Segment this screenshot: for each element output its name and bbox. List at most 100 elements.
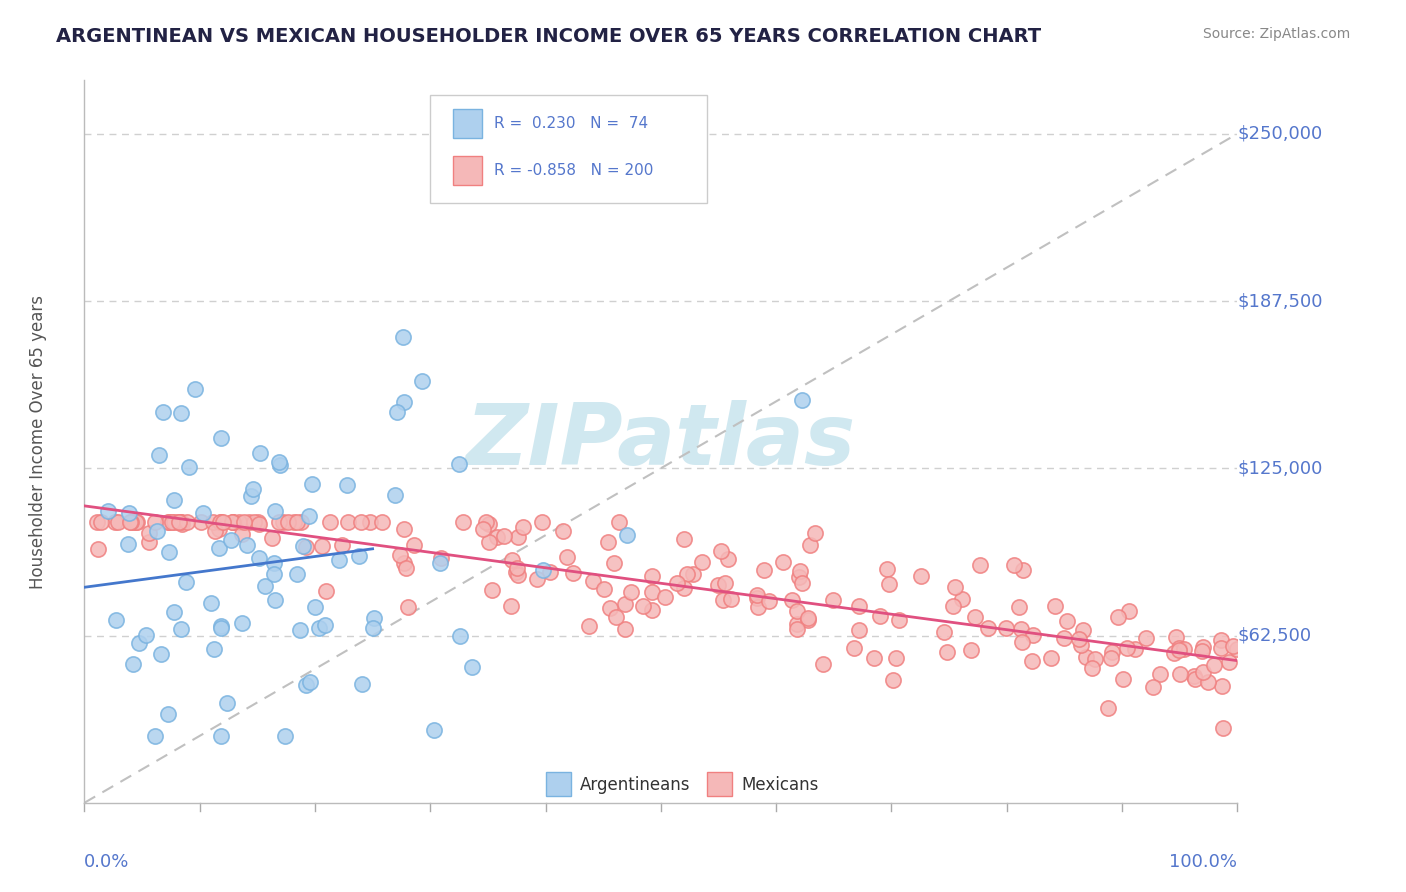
Point	[143, 729, 166, 743]
Text: $62,500: $62,500	[1237, 626, 1312, 645]
Point	[215, 696, 238, 710]
Point	[1071, 623, 1094, 637]
Point	[478, 516, 501, 531]
Point	[211, 621, 233, 635]
Point	[641, 603, 664, 617]
Point	[208, 521, 231, 535]
Point	[1123, 642, 1146, 657]
FancyBboxPatch shape	[453, 109, 482, 138]
Point	[1226, 641, 1249, 656]
Point	[665, 576, 688, 591]
Point	[177, 460, 200, 475]
Point	[184, 382, 207, 396]
Point	[641, 584, 664, 599]
Point	[505, 565, 527, 579]
Point	[963, 609, 986, 624]
Point	[384, 488, 406, 502]
Point	[249, 517, 271, 532]
Point	[676, 567, 699, 582]
Point	[319, 515, 342, 529]
Point	[1218, 656, 1240, 670]
Point	[128, 636, 150, 650]
Point	[1010, 623, 1032, 637]
Point	[803, 525, 825, 540]
Point	[292, 540, 315, 554]
Point	[90, 515, 112, 529]
Text: 0.0%: 0.0%	[84, 854, 129, 871]
Point	[157, 707, 180, 722]
Point	[477, 535, 499, 549]
Point	[233, 515, 256, 529]
Point	[884, 651, 907, 665]
Point	[190, 515, 212, 529]
Text: $250,000: $250,000	[1237, 125, 1323, 143]
Point	[797, 613, 820, 627]
Point	[253, 579, 276, 593]
Point	[447, 457, 470, 471]
Point	[209, 619, 232, 633]
Point	[1168, 641, 1191, 656]
Point	[149, 647, 172, 661]
Point	[977, 621, 1000, 635]
Point	[720, 591, 742, 606]
Point	[135, 628, 157, 642]
Point	[170, 623, 193, 637]
Text: $187,500: $187,500	[1237, 292, 1323, 310]
Point	[1101, 645, 1123, 659]
Point	[157, 545, 180, 559]
Point	[117, 537, 139, 551]
Point	[1211, 679, 1233, 693]
Point	[1168, 666, 1191, 681]
Point	[231, 616, 253, 631]
Point	[246, 515, 269, 529]
Point	[605, 610, 627, 624]
FancyBboxPatch shape	[453, 156, 482, 185]
Point	[813, 657, 835, 672]
Point	[392, 556, 415, 570]
Point	[209, 729, 232, 743]
Point	[1173, 641, 1195, 656]
Text: Householder Income Over 65 years: Householder Income Over 65 years	[30, 294, 48, 589]
Point	[592, 582, 614, 597]
Point	[290, 623, 312, 637]
Point	[848, 623, 870, 637]
Point	[105, 613, 128, 627]
Point	[1182, 669, 1205, 683]
Point	[471, 522, 494, 536]
Point	[347, 549, 370, 564]
Text: R =  0.230   N =  74: R = 0.230 N = 74	[494, 116, 648, 131]
Point	[315, 583, 337, 598]
Point	[602, 556, 624, 570]
Point	[707, 578, 730, 592]
Point	[167, 515, 190, 529]
Point	[562, 566, 585, 580]
Point	[641, 569, 664, 583]
Point	[1045, 599, 1067, 613]
Text: Mexicans: Mexicans	[741, 776, 818, 794]
Point	[295, 540, 318, 554]
Point	[1191, 644, 1213, 658]
Text: R = -0.858   N = 200: R = -0.858 N = 200	[494, 163, 652, 178]
Point	[107, 515, 129, 529]
Point	[238, 515, 260, 529]
Point	[298, 508, 321, 523]
Point	[371, 515, 394, 529]
Point	[86, 515, 108, 529]
Point	[481, 583, 503, 598]
Point	[285, 566, 308, 581]
Point	[505, 561, 527, 575]
Point	[555, 549, 578, 564]
Point	[176, 515, 198, 529]
Point	[789, 570, 811, 584]
Point	[1021, 628, 1043, 642]
FancyBboxPatch shape	[430, 95, 707, 203]
Point	[430, 551, 453, 566]
Point	[159, 515, 181, 529]
Point	[125, 515, 148, 529]
Point	[713, 576, 735, 591]
Point	[1142, 681, 1164, 695]
Point	[160, 515, 183, 529]
Point	[1011, 563, 1033, 577]
Point	[1211, 640, 1233, 655]
Text: Argentineans: Argentineans	[581, 776, 690, 794]
